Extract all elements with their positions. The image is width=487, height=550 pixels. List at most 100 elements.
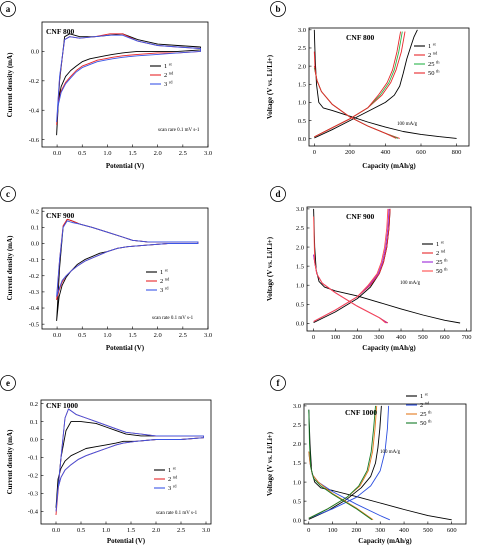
legend-superscript: th xyxy=(428,410,432,415)
legend-superscript: nd xyxy=(165,277,170,282)
panel-d: d 0 100 200 300 400 500 600 700 0.0 0.5 1.0 1.5 2.0 2.… xyxy=(266,186,472,352)
legend: 1 st2 nd3 rd xyxy=(150,62,174,89)
legend-label: 1 xyxy=(164,63,167,70)
legend-superscript: th xyxy=(444,258,448,263)
y-tick-label: 1.0 xyxy=(296,282,304,289)
x-axis-label: Potential (V) xyxy=(107,537,146,545)
y-tick-label: 0.2 xyxy=(31,208,39,215)
rate-annotation: scan rate 0.1 mV s-1 xyxy=(152,316,194,321)
x-tick-label: 0.5 xyxy=(77,527,85,534)
y-tick-label: 0.1 xyxy=(31,225,39,232)
legend-label: 2 xyxy=(164,72,167,79)
legend: 1 st2 nd3 rd xyxy=(146,268,170,294)
series-line-1st-discharge xyxy=(313,208,461,324)
legend-label: 1 xyxy=(420,393,423,400)
x-tick-label: 500 xyxy=(423,527,433,534)
x-tick-label: 1.5 xyxy=(128,150,136,157)
series-line-1st-charge xyxy=(308,405,382,520)
panel-f: f 0 100 200 300 400 500 600 0.0 0.5 1.0 1.5 2.0 2.5 3.… xyxy=(266,375,467,545)
panel-letter-circle xyxy=(0,186,16,202)
legend-label: 3 xyxy=(168,485,171,492)
x-tick-label: 500 xyxy=(418,334,428,341)
x-tick-label: 3.0 xyxy=(204,332,212,339)
x-tick-label: 600 xyxy=(416,149,426,156)
rate-annotation: scan rate 0.1 mV s-1 xyxy=(156,511,198,516)
x-tick-label: 2.5 xyxy=(177,527,185,534)
series-line-2nd xyxy=(56,218,199,301)
panel-letter-circle xyxy=(270,1,286,17)
legend: 1 st2 nd3 rd xyxy=(154,466,178,492)
panel-b: b 0 200 400 600 800 0.0 0.5 1.0 1.5 2.0 2.5 3.0 CNF 8… xyxy=(266,1,470,170)
legend-superscript: st xyxy=(165,268,169,273)
series-line-25th-discharge xyxy=(308,451,374,521)
series-line-1st-discharge xyxy=(308,409,452,521)
y-tick-label: 2.5 xyxy=(296,225,304,232)
panel-letter-badge: d xyxy=(270,186,286,202)
series-line-3rd xyxy=(55,408,204,512)
y-tick-label: -0.4 xyxy=(28,509,39,516)
series-line-2nd-charge xyxy=(313,208,391,322)
x-axis-label: Potential (V) xyxy=(106,344,145,352)
y-axis-label: Current density (mA) xyxy=(6,235,14,300)
legend-label: 25 xyxy=(428,61,435,68)
series-line-50th-discharge xyxy=(313,51,397,139)
y-tick-label: 2.0 xyxy=(298,63,306,70)
legend-label: 2 xyxy=(428,52,431,59)
x-tick-label: 0 xyxy=(312,334,315,341)
x-tick-label: 0.5 xyxy=(78,332,86,339)
series-line-1st xyxy=(56,218,199,321)
y-tick-label: 0.0 xyxy=(31,49,39,56)
y-tick-label: 3.0 xyxy=(298,27,306,34)
plot-frame xyxy=(41,207,209,330)
series-line-2nd-charge xyxy=(308,405,390,519)
x-tick-label: 2.0 xyxy=(154,332,162,339)
legend-superscript: st xyxy=(173,466,177,471)
y-tick-label: -0.2 xyxy=(29,78,39,85)
y-tick-label: -0.6 xyxy=(29,137,40,144)
y-tick-label: 2.0 xyxy=(296,244,304,251)
y-tick-label: 1.0 xyxy=(298,100,306,107)
x-tick-label: 3.0 xyxy=(202,527,210,534)
y-tick-label: 1.5 xyxy=(296,263,304,270)
chart-title: CNF 900 xyxy=(346,212,375,221)
y-tick-label: 2.5 xyxy=(293,422,301,429)
series-line-25th-discharge xyxy=(313,254,388,324)
panel-letter-circle xyxy=(270,375,286,391)
panel-letter: d xyxy=(275,189,280,199)
x-tick-label: 3.0 xyxy=(204,150,212,157)
panel-letter-circle xyxy=(0,375,16,391)
panel-letter: f xyxy=(277,378,281,388)
legend-label: 2 xyxy=(420,402,423,409)
y-tick-label: 0.0 xyxy=(30,437,38,444)
legend-label: 1 xyxy=(160,269,163,276)
x-tick-label: 200 xyxy=(352,334,362,341)
legend-label: 2 xyxy=(436,250,439,257)
x-tick-label: 0.0 xyxy=(53,150,61,157)
series-line-1st xyxy=(56,33,201,136)
y-tick-label: 0.0 xyxy=(298,136,306,143)
panel-letter-circle xyxy=(0,1,16,17)
legend-superscript: rd xyxy=(173,484,177,489)
y-tick-label: 2.0 xyxy=(293,441,301,448)
x-axis-label: Capacity (mAh/g) xyxy=(358,537,412,545)
y-tick-label: 0.0 xyxy=(293,517,301,524)
legend-label: 50 xyxy=(428,70,435,77)
legend-superscript: st xyxy=(169,62,173,67)
legend-superscript: rd xyxy=(165,286,169,291)
x-tick-label: 700 xyxy=(462,334,472,341)
chart-title: CNF 800 xyxy=(46,27,75,36)
x-tick-label: 400 xyxy=(381,149,391,156)
y-tick-label: 3.0 xyxy=(293,403,301,410)
legend-superscript: nd xyxy=(441,249,446,254)
y-tick-label: 0.0 xyxy=(296,321,304,328)
legend-label: 50 xyxy=(420,420,427,427)
rate-annotation: scan rare 0.1 mV s-1 xyxy=(158,128,200,133)
